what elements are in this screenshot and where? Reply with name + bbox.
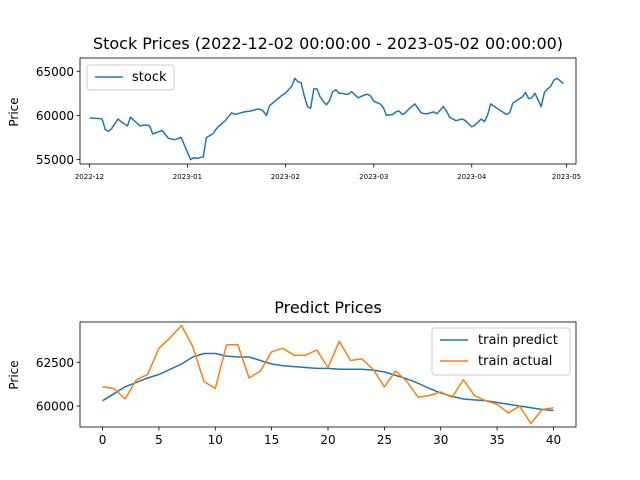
xtick-label: 2023-01	[173, 173, 202, 181]
predict-prices-legend: train predict train actual	[431, 327, 571, 376]
legend-label-train-predict: train predict	[478, 333, 558, 348]
legend-box	[86, 64, 175, 91]
series-line-train-predict	[102, 352, 554, 412]
xtick-label: 2023-05	[552, 173, 581, 181]
ytick-label: 55000	[36, 153, 74, 167]
xtick-label: 20	[320, 433, 335, 447]
ytick-label: 60000	[36, 400, 74, 414]
xtick-label: 10	[208, 433, 223, 447]
legend-label-train-actual: train actual	[478, 354, 552, 369]
series-line-train-actual	[102, 324, 554, 425]
legend-label-stock: stock	[132, 70, 167, 85]
xtick-label: 0	[99, 433, 107, 447]
xtick-label: 5	[155, 433, 163, 447]
xtick-label: 25	[377, 433, 392, 447]
xtick-label: 35	[489, 433, 504, 447]
stock-prices-legend: stock	[86, 64, 175, 91]
predict-prices-ylabel: Price	[7, 360, 21, 389]
xtick-label: 2023-02	[271, 173, 300, 181]
xtick-label: 40	[546, 433, 561, 447]
xtick-label: 30	[433, 433, 448, 447]
ytick-label: 60000	[36, 109, 74, 123]
stock-prices-axes: Stock Prices (2022-12-02 00:00:00 - 2023…	[7, 34, 581, 181]
ytick-label: 65000	[36, 65, 74, 79]
predict-prices-axes: Predict Prices Price 60000 62500 0 5 10 15 20…	[7, 298, 577, 447]
ytick-label: 62500	[36, 356, 74, 370]
xtick-label: 2023-04	[457, 173, 487, 181]
stock-prices-frame	[79, 57, 577, 165]
stock-prices-ylabel: Price	[7, 97, 21, 126]
stock-prices-title: Stock Prices (2022-12-02 00:00:00 - 2023…	[93, 34, 563, 53]
series-line-stock	[89, 77, 564, 161]
xtick-label: 2023-03	[359, 173, 388, 181]
predict-prices-title: Predict Prices	[274, 298, 382, 317]
xtick-label: 15	[264, 433, 279, 447]
xtick-label: 2022-12	[75, 173, 104, 181]
